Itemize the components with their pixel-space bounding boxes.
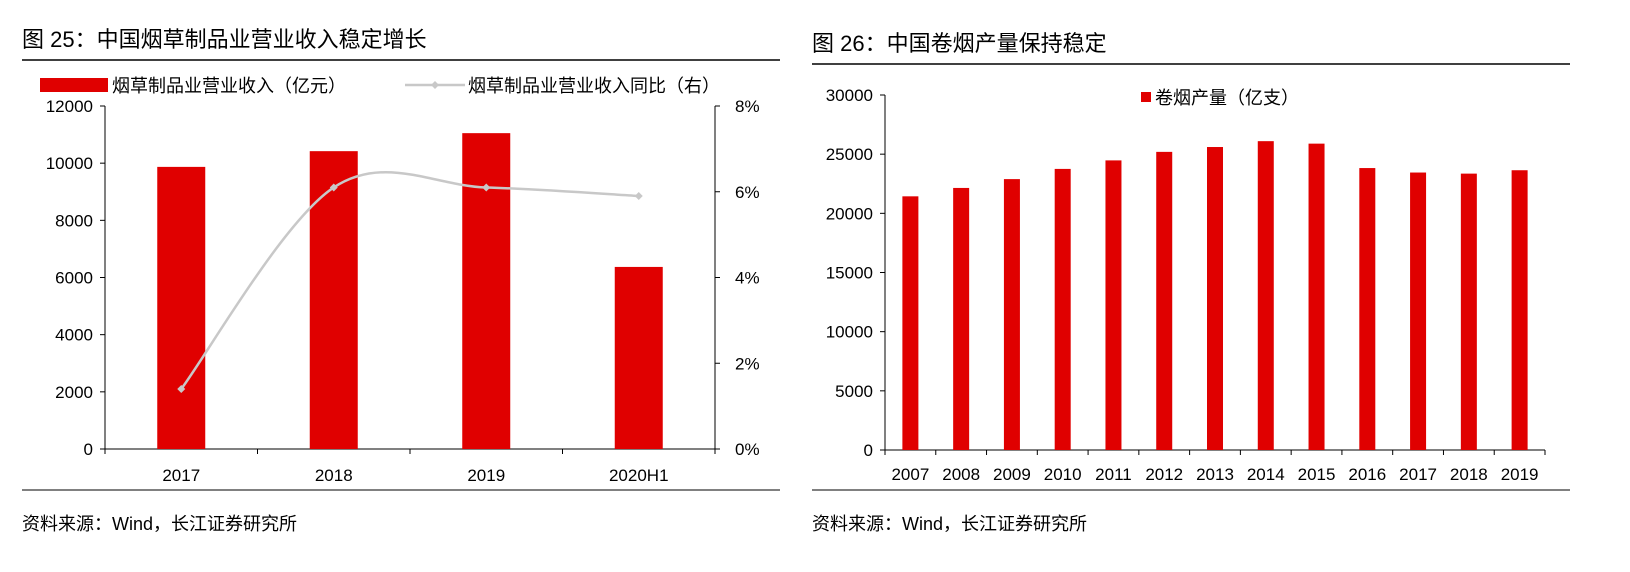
x-tick-label: 2016 <box>1348 465 1386 484</box>
bar-2019 <box>462 133 511 449</box>
chart1-title: 图 25：中国烟草制品业营业收入稳定增长 <box>22 27 427 52</box>
bar-2009 <box>1003 179 1020 450</box>
y-tick-label: 8000 <box>55 211 93 230</box>
y2-tick-label: 2% <box>735 354 760 373</box>
bar-2018 <box>1460 173 1477 450</box>
x-tick-label: 2018 <box>315 466 353 485</box>
x-tick-label: 2009 <box>993 465 1031 484</box>
chart2: 0 5000 10000 15000 20000 25000 30000 2007 2008 20… <box>826 86 1546 484</box>
legend-swatch <box>1141 92 1151 102</box>
x-tick-label: 2015 <box>1298 465 1336 484</box>
y2-tick-label: 4% <box>735 269 760 288</box>
bar-2015 <box>1308 143 1325 450</box>
x-tick-label: 2013 <box>1196 465 1234 484</box>
bar-2014 <box>1257 141 1274 450</box>
bar-2018 <box>309 151 358 449</box>
bar-2011 <box>1105 160 1122 451</box>
line-point-2019 <box>482 183 491 192</box>
bar-2020H1 <box>614 266 663 449</box>
chart2-source: 资料来源：Wind，长江证券研究所 <box>812 514 1087 534</box>
chart2-title: 图 26：中国卷烟产量保持稳定 <box>812 31 1107 56</box>
y-tick-label: 30000 <box>826 86 873 105</box>
x-tick-label: 2007 <box>891 465 929 484</box>
y-tick-label: 5000 <box>835 382 873 401</box>
y-tick-label: 10000 <box>826 323 873 342</box>
y-tick-label: 4000 <box>55 326 93 345</box>
legend-line-marker <box>431 81 439 89</box>
line-series-yoy <box>180 170 639 390</box>
legend-label: 卷烟产量（亿支） <box>1155 88 1299 108</box>
y-tick-label: 15000 <box>826 264 873 283</box>
y-tick-label: 0 <box>864 441 873 460</box>
y2-tick-label: 6% <box>735 183 760 202</box>
bar-2008 <box>953 187 970 450</box>
legend-bar-swatch <box>40 78 108 92</box>
y-tick-label: 0 <box>84 440 93 459</box>
x-tick-label: 2014 <box>1247 465 1285 484</box>
x-tick-label: 2017 <box>1399 465 1437 484</box>
x-tick-label: 2010 <box>1044 465 1082 484</box>
x-tick-label: 2020H1 <box>609 466 669 485</box>
bar-2007 <box>902 196 919 450</box>
y-tick-label: 20000 <box>826 204 873 223</box>
legend-line-label: 烟草制品业营业收入同比（右） <box>468 76 720 96</box>
line-point-2018 <box>329 183 338 192</box>
bar-2013 <box>1207 147 1223 450</box>
bar-2019 <box>1511 170 1528 450</box>
y-tick-label: 12000 <box>46 97 93 116</box>
y-tick-label: 6000 <box>55 269 93 288</box>
x-tick-label: 2019 <box>467 466 505 485</box>
bar-2017 <box>1410 172 1427 451</box>
x-tick-label: 2018 <box>1450 465 1488 484</box>
x-tick-label: 2011 <box>1095 465 1132 484</box>
chart1-source: 资料来源：Wind，长江证券研究所 <box>22 514 297 534</box>
line-point-2017 <box>177 384 186 393</box>
x-tick-label: 2019 <box>1501 465 1539 484</box>
y-tick-label: 25000 <box>826 145 873 164</box>
bar-2016 <box>1359 168 1376 450</box>
x-tick-label: 2012 <box>1145 465 1183 484</box>
bar-2010 <box>1054 168 1071 450</box>
bar-2017 <box>157 166 206 449</box>
x-tick-label: 2008 <box>942 465 980 484</box>
bar-2012 <box>1156 151 1173 450</box>
y-tick-label: 10000 <box>46 154 93 173</box>
legend-bar-label: 烟草制品业营业收入（亿元） <box>112 76 346 96</box>
line-point-2020H1 <box>634 192 643 201</box>
chart1: 0 2000 4000 6000 8000 10000 12000 0% 2% 4% 6% 8% 201… <box>40 76 760 485</box>
x-tick-label: 2017 <box>162 466 200 485</box>
y2-tick-label: 0% <box>735 440 760 459</box>
y2-tick-label: 8% <box>735 97 760 116</box>
y-tick-label: 2000 <box>55 383 93 402</box>
